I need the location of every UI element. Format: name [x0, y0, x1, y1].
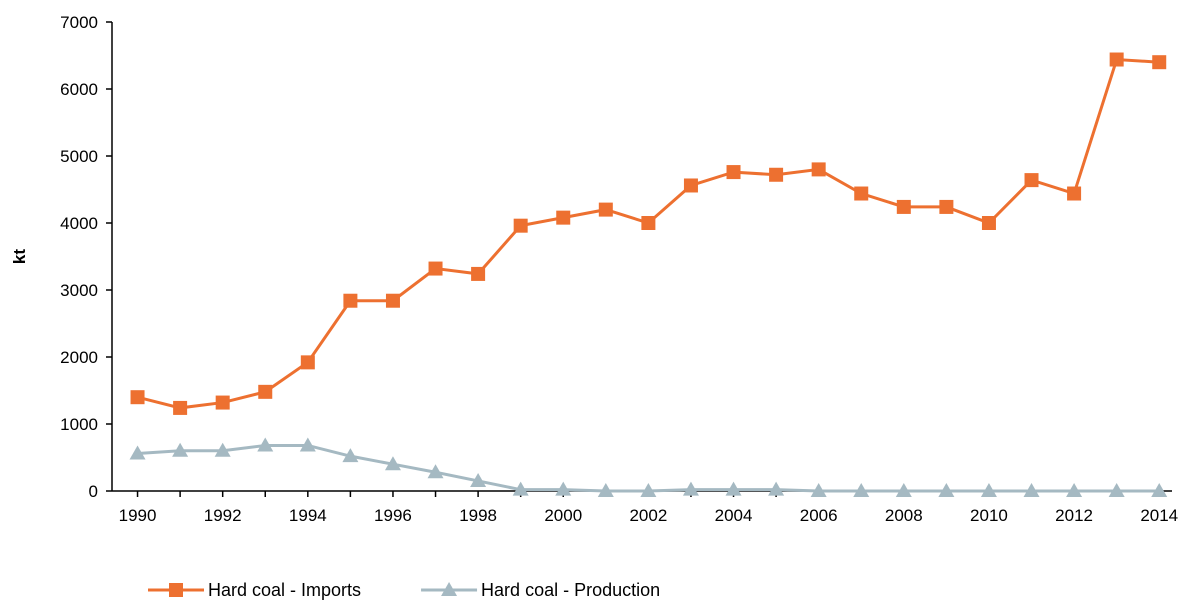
data-point — [981, 216, 996, 230]
data-point — [471, 266, 486, 281]
x-tick-label: 1998 — [459, 506, 497, 525]
data-point — [258, 384, 273, 399]
legend-label: Hard coal - Imports — [208, 580, 361, 600]
series-layer — [129, 52, 1168, 497]
legend: Hard coal - Imports Hard coal - Productio… — [148, 580, 660, 600]
x-tick-label: 1994 — [289, 506, 327, 525]
data-point — [173, 400, 188, 415]
data-point — [172, 442, 189, 457]
legend-item: Hard coal - Imports — [148, 580, 361, 600]
data-point — [726, 165, 741, 180]
x-tick-label: 2012 — [1055, 506, 1093, 525]
x-tick-label: 2004 — [715, 506, 753, 525]
data-point — [555, 481, 572, 496]
data-point — [1151, 483, 1168, 497]
data-point — [769, 167, 784, 182]
data-point — [598, 202, 613, 217]
legend-item: Hard coal - Production — [421, 580, 660, 600]
data-point — [427, 464, 444, 479]
y-tick-label: 2000 — [60, 348, 98, 367]
x-tick-label: 2010 — [970, 506, 1008, 525]
data-point — [896, 199, 911, 214]
data-point — [215, 395, 230, 410]
data-point — [811, 162, 826, 177]
x-tick-label: 2014 — [1140, 506, 1178, 525]
data-point — [682, 481, 699, 496]
data-point — [895, 483, 912, 497]
legend-swatch-marker — [169, 583, 183, 597]
data-point — [641, 216, 656, 230]
data-point — [1152, 55, 1167, 70]
legend-label: Hard coal - Production — [481, 580, 660, 600]
data-point — [299, 437, 316, 452]
data-point — [343, 293, 358, 308]
data-point — [1108, 483, 1125, 497]
data-point — [428, 261, 443, 276]
data-point — [342, 448, 359, 463]
y-tick-label: 1000 — [60, 415, 98, 434]
data-point — [854, 186, 869, 201]
y-tick-label: 0 — [89, 482, 98, 501]
data-point — [597, 483, 614, 497]
y-axis-label: kt — [10, 249, 29, 264]
data-point — [853, 483, 870, 497]
series-hard-coal-imports — [130, 52, 1167, 415]
axes: 0 1000 2000 3000 4000 5000 6000 7000 1990 1992 19… — [60, 13, 1178, 525]
x-tick-label: 1996 — [374, 506, 412, 525]
data-point — [1024, 173, 1039, 188]
y-ticks: 0 1000 2000 3000 4000 5000 6000 7000 — [60, 13, 112, 501]
x-tick-label: 2000 — [544, 506, 582, 525]
data-point — [385, 293, 400, 308]
data-point — [939, 199, 954, 214]
data-point — [640, 483, 657, 497]
data-point — [214, 442, 231, 457]
data-point — [300, 355, 315, 370]
data-point — [980, 483, 997, 497]
data-point — [129, 445, 146, 460]
data-point — [683, 178, 698, 193]
data-point — [512, 481, 529, 496]
y-tick-label: 3000 — [60, 281, 98, 300]
x-tick-label: 2008 — [885, 506, 923, 525]
legend-swatch-marker — [441, 582, 458, 596]
data-point — [1109, 52, 1124, 67]
y-tick-label: 5000 — [60, 147, 98, 166]
data-point — [938, 483, 955, 497]
y-tick-label: 7000 — [60, 13, 98, 32]
data-point — [556, 210, 571, 225]
data-point — [1067, 186, 1082, 201]
data-point — [1066, 483, 1083, 497]
data-point — [1023, 483, 1040, 497]
x-tick-label: 1990 — [119, 506, 157, 525]
data-point — [384, 456, 401, 471]
series-hard-coal-production — [129, 437, 1168, 497]
series-line — [137, 57, 1160, 410]
x-tick-label: 2002 — [629, 506, 667, 525]
y-tick-label: 4000 — [60, 214, 98, 233]
data-point — [725, 481, 742, 496]
data-point — [810, 483, 827, 497]
data-point — [513, 218, 528, 233]
data-point — [130, 390, 145, 405]
data-point — [768, 481, 785, 496]
x-tick-label: 1992 — [204, 506, 242, 525]
x-tick-label: 2006 — [800, 506, 838, 525]
y-tick-label: 6000 — [60, 80, 98, 99]
data-point — [257, 437, 274, 452]
data-point — [470, 472, 487, 487]
